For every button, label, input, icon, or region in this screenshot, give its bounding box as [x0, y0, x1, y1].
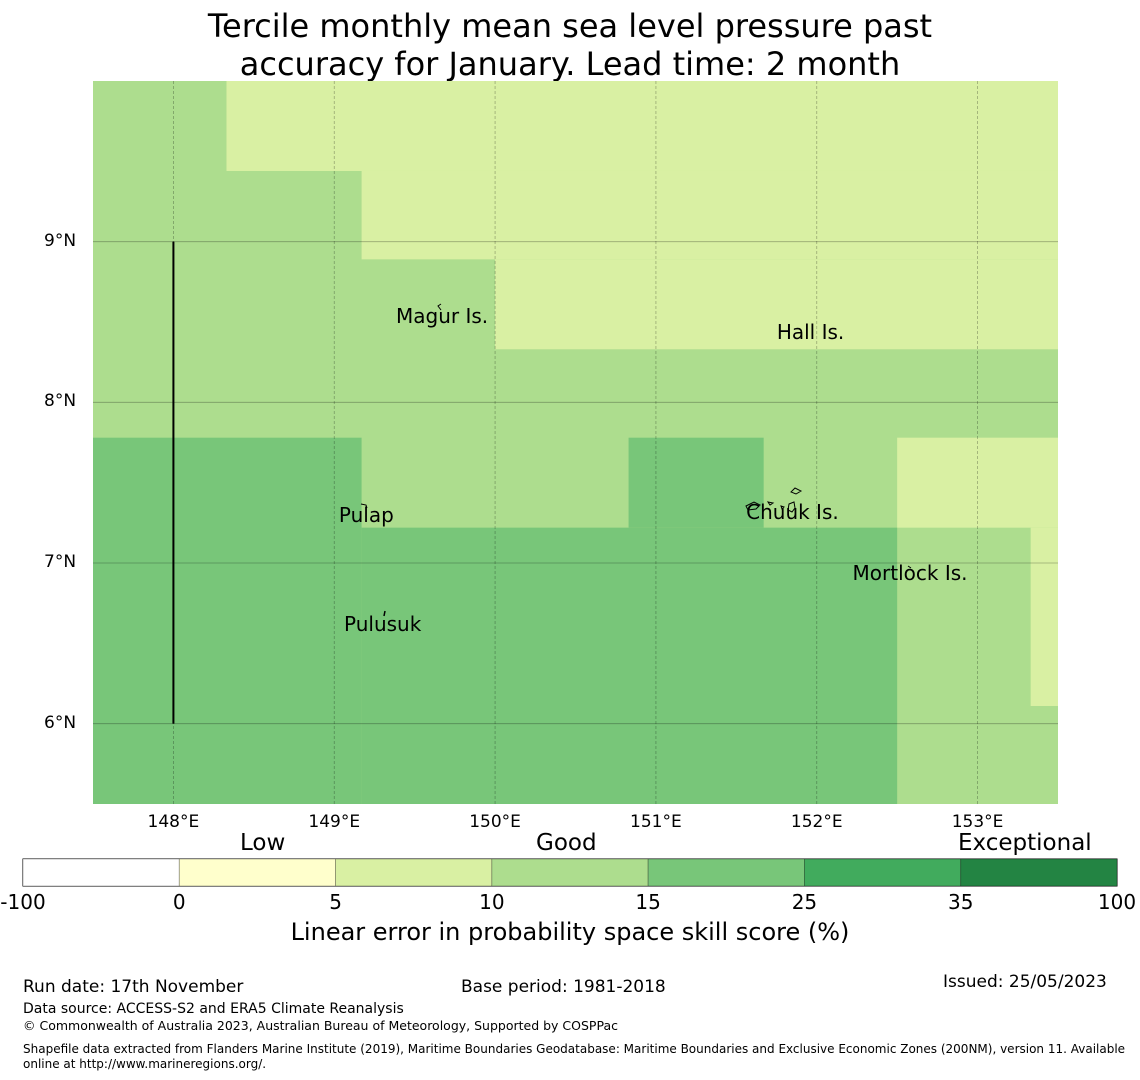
colorbar-swatch-5 — [804, 858, 962, 887]
longitude-label: 151°E — [630, 812, 682, 832]
colorbar-tick: 25 — [791, 890, 818, 914]
copyright-notice: © Commonwealth of Australia 2023, Austra… — [23, 1018, 618, 1033]
colorbar-tick: 35 — [947, 890, 974, 914]
skill-cell-6 — [628, 437, 764, 528]
category-low: Low — [240, 830, 286, 856]
colorbar-swatch-0 — [22, 858, 180, 887]
place-label: Pulusuk — [344, 612, 422, 637]
place-label: Hall Is. — [776, 320, 845, 344]
place-label: Mortlock Is. — [852, 561, 968, 585]
longitude-label: 149°E — [308, 812, 361, 832]
island-pulusuk-icon — [383, 610, 386, 617]
category-good: Good — [536, 830, 597, 856]
colorbar-swatches — [22, 858, 1118, 887]
island-chuuk-icon — [745, 487, 803, 513]
colorbar-tick: 5 — [329, 890, 342, 914]
category-exceptional: Exceptional — [958, 830, 1092, 856]
skill-cell-1 — [226, 81, 1058, 171]
longitude-label: 153°E — [951, 812, 1004, 832]
skill-cell-2 — [361, 170, 1058, 260]
latitude-label: 6°N — [44, 712, 77, 733]
skill-cell-3 — [495, 259, 1058, 350]
base-period: Base period: 1981-2018 — [461, 977, 666, 997]
colorbar-swatch-1 — [178, 858, 336, 887]
colorbar-tick: 0 — [172, 890, 186, 914]
colorbar-swatch-6 — [960, 858, 1118, 887]
longitude-label: 148°E — [147, 812, 200, 832]
colorbar-swatch-2 — [335, 858, 493, 887]
colorbar-tick: -100 — [0, 890, 46, 914]
longitude-label: 150°E — [469, 812, 521, 832]
island-magur-icon — [437, 303, 442, 311]
colorbar-label: Linear error in probability space skill … — [290, 918, 850, 946]
longitude-label: 152°E — [790, 812, 843, 832]
shapefile-credit-line-2: online at http://www.marineregions.org/. — [23, 1057, 267, 1071]
colorbar-swatch-4 — [647, 858, 805, 887]
skill-cell-8 — [1030, 527, 1058, 706]
colorbar-swatch-3 — [491, 858, 649, 887]
skill-cell-5 — [361, 527, 898, 804]
run-date: Run date: 17th November — [23, 977, 244, 997]
place-label: Pulap — [338, 503, 394, 528]
latitude-label: 8°N — [44, 391, 77, 412]
colorbar-tick: 15 — [635, 890, 661, 914]
chart-title-line-2: accuracy for January. Lead time: 2 month — [239, 45, 901, 83]
place-label: Magur Is. — [396, 303, 489, 328]
skill-cell-7 — [897, 437, 1058, 528]
issued-date: Issued: 25/05/2023 — [943, 972, 1107, 992]
island-mortlock-icon — [907, 565, 912, 569]
chart-title-line-1: Tercile monthly mean sea level pressure … — [207, 7, 933, 45]
latitude-label: 9°N — [44, 230, 77, 251]
place-label: Chuuk Is. — [746, 499, 839, 524]
skill-cell-4 — [93, 437, 362, 804]
skill-cells — [93, 81, 1058, 804]
data-source: Data source: ACCESS-S2 and ERA5 Climate … — [23, 1001, 404, 1017]
colorbar-tick: 10 — [479, 890, 505, 914]
latitude-label: 7°N — [44, 552, 77, 572]
island-pulap-icon — [360, 503, 368, 509]
island-outlines — [360, 303, 912, 617]
shapefile-credit-line-1: Shapefile data extracted from Flanders M… — [23, 1042, 1126, 1056]
colorbar-tick: 100 — [1097, 890, 1137, 914]
